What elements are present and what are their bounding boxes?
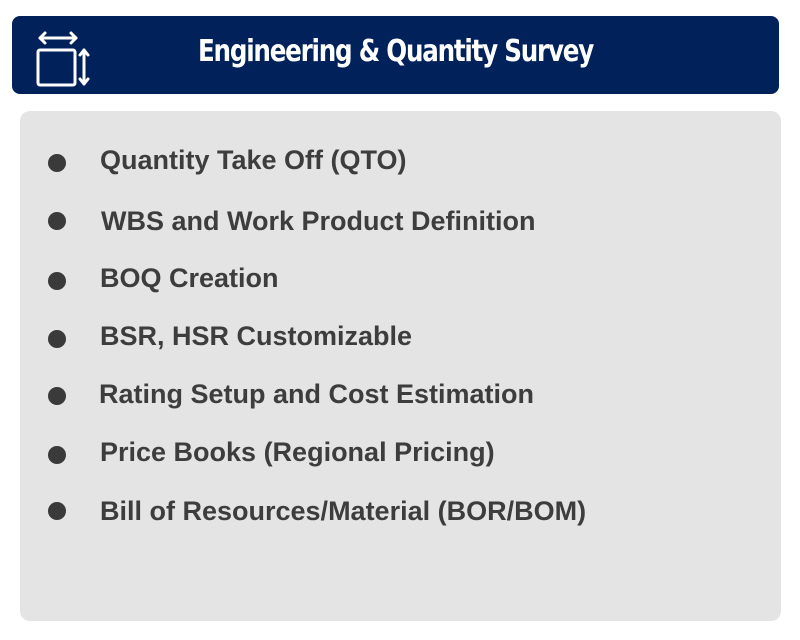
item-label: Bill of Resources/Material (BOR/BOM)	[100, 496, 587, 526]
bullet-icon	[48, 446, 66, 464]
bullet-icon	[48, 330, 66, 348]
item-label: WBS and Work Product Definition	[101, 206, 536, 236]
bullet-icon	[48, 387, 66, 405]
item-label: BOQ Creation	[100, 263, 279, 293]
dimensions-icon	[36, 31, 90, 87]
header-banner: Engineering & Quantity Survey	[12, 16, 779, 94]
bullet-icon	[48, 502, 66, 520]
item-label: BSR, HSR Customizable	[100, 321, 413, 351]
item-label: Rating Setup and Cost Estimation	[99, 379, 535, 409]
item-label: Quantity Take Off (QTO)	[100, 145, 407, 175]
item-label: Price Books (Regional Pricing)	[100, 437, 495, 467]
bullet-icon	[48, 212, 66, 230]
feature-list-panel: Quantity Take Off (QTO) WBS and Work Pro…	[20, 111, 781, 621]
page-title: Engineering & Quantity Survey	[197, 34, 594, 69]
bullet-icon	[48, 154, 66, 172]
bullet-icon	[48, 272, 66, 290]
